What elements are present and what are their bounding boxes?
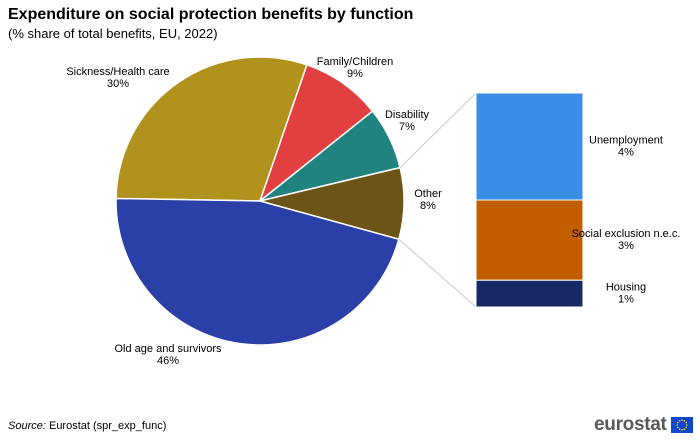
breakdown-connector-bottom xyxy=(398,238,477,308)
logo-text: eurostat xyxy=(594,414,667,435)
source-note: Source: Eurostat (spr_exp_func) xyxy=(8,420,166,432)
pie-slice-sickness-health-care-value-label: 30% xyxy=(107,78,129,90)
chart-title: Expenditure on social protection benefit… xyxy=(8,6,414,23)
pie-slice-disability-label: Disability xyxy=(385,109,430,121)
pie-slice-family-children-value-label: 9% xyxy=(347,68,363,80)
eu-flag-icon xyxy=(670,417,693,433)
source-text: Eurostat (spr_exp_func) xyxy=(45,420,167,432)
pie-slice-family-children xyxy=(258,63,374,204)
eurostat-logo: eurostat xyxy=(594,414,693,436)
pie-slice-old-age-and-survivors-label: Old age and survivors xyxy=(115,343,222,355)
chart-subtitle: (% share of total benefits, EU, 2022) xyxy=(8,26,218,41)
breakdown-connector-top xyxy=(399,92,477,168)
breakdown-bar-social-exclusion-n-e-c-label: Social exclusion n.e.c. xyxy=(572,228,681,240)
pie-slice-other-label: Other xyxy=(414,188,442,200)
breakdown-bar-housing-value-label: 1% xyxy=(618,294,634,306)
breakdown-bar-housing xyxy=(475,279,584,308)
breakdown-bar-social-exclusion-n-e-c-value-label: 3% xyxy=(618,240,634,252)
breakdown-bar-social-exclusion-n-e-c xyxy=(475,199,584,281)
pie-slice-other-value-label: 8% xyxy=(420,200,436,212)
breakdown-bar-housing-label: Housing xyxy=(606,282,646,294)
breakdown-bar-unemployment-value-label: 4% xyxy=(618,147,634,159)
pie-slice-old-age-and-survivors xyxy=(115,197,400,346)
source-label: Source: xyxy=(8,420,46,432)
breakdown-bar-unemployment-label: Unemployment xyxy=(589,135,663,147)
pie-slice-sickness-health-care xyxy=(115,56,308,202)
pie-slice-disability-value-label: 7% xyxy=(399,121,415,133)
pie-slice-family-children-label: Family/Children xyxy=(317,56,393,68)
pie-slice-sickness-health-care-label: Sickness/Health care xyxy=(66,66,169,78)
breakdown-bar-unemployment xyxy=(475,92,584,201)
pie-slice-old-age-and-survivors-value-label: 46% xyxy=(157,355,179,367)
